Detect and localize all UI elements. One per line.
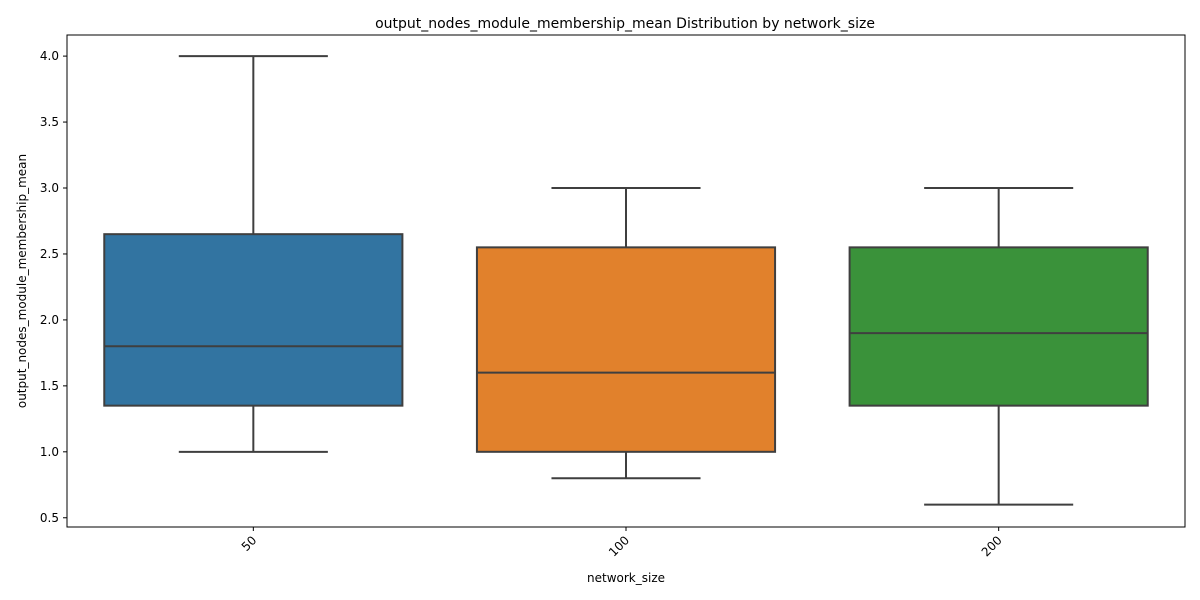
- y-tick-label: 1.5: [40, 379, 59, 393]
- x-tick-label: 100: [606, 533, 632, 559]
- box-200: [848, 187, 1149, 506]
- x-tick-label: 200: [979, 533, 1005, 559]
- y-tick-label: 3.5: [40, 115, 59, 129]
- chart-title: output_nodes_module_membership_mean Dist…: [375, 16, 875, 32]
- box-50: [103, 55, 404, 453]
- iqr-box: [848, 246, 1149, 407]
- y-tick-label: 4.0: [40, 49, 59, 63]
- y-tick-label: 0.5: [40, 511, 59, 525]
- y-tick-label: 2.0: [40, 313, 59, 327]
- y-tick-label: 1.0: [40, 445, 59, 459]
- iqr-box: [103, 233, 404, 407]
- boxes-layer: [103, 55, 1149, 506]
- y-axis-label: output_nodes_module_membership_mean: [15, 154, 29, 408]
- y-tick-label: 2.5: [40, 247, 59, 261]
- x-tick-label: 50: [239, 533, 260, 554]
- iqr-box: [475, 246, 777, 453]
- x-axis: 50 100 200: [239, 527, 1005, 559]
- y-axis: 0.5 1.0 1.5 2.0 2.5 3.0 3.5 4.0: [40, 49, 67, 525]
- y-tick-label: 3.0: [40, 181, 59, 195]
- x-axis-label: network_size: [587, 571, 665, 585]
- box-100: [475, 187, 777, 480]
